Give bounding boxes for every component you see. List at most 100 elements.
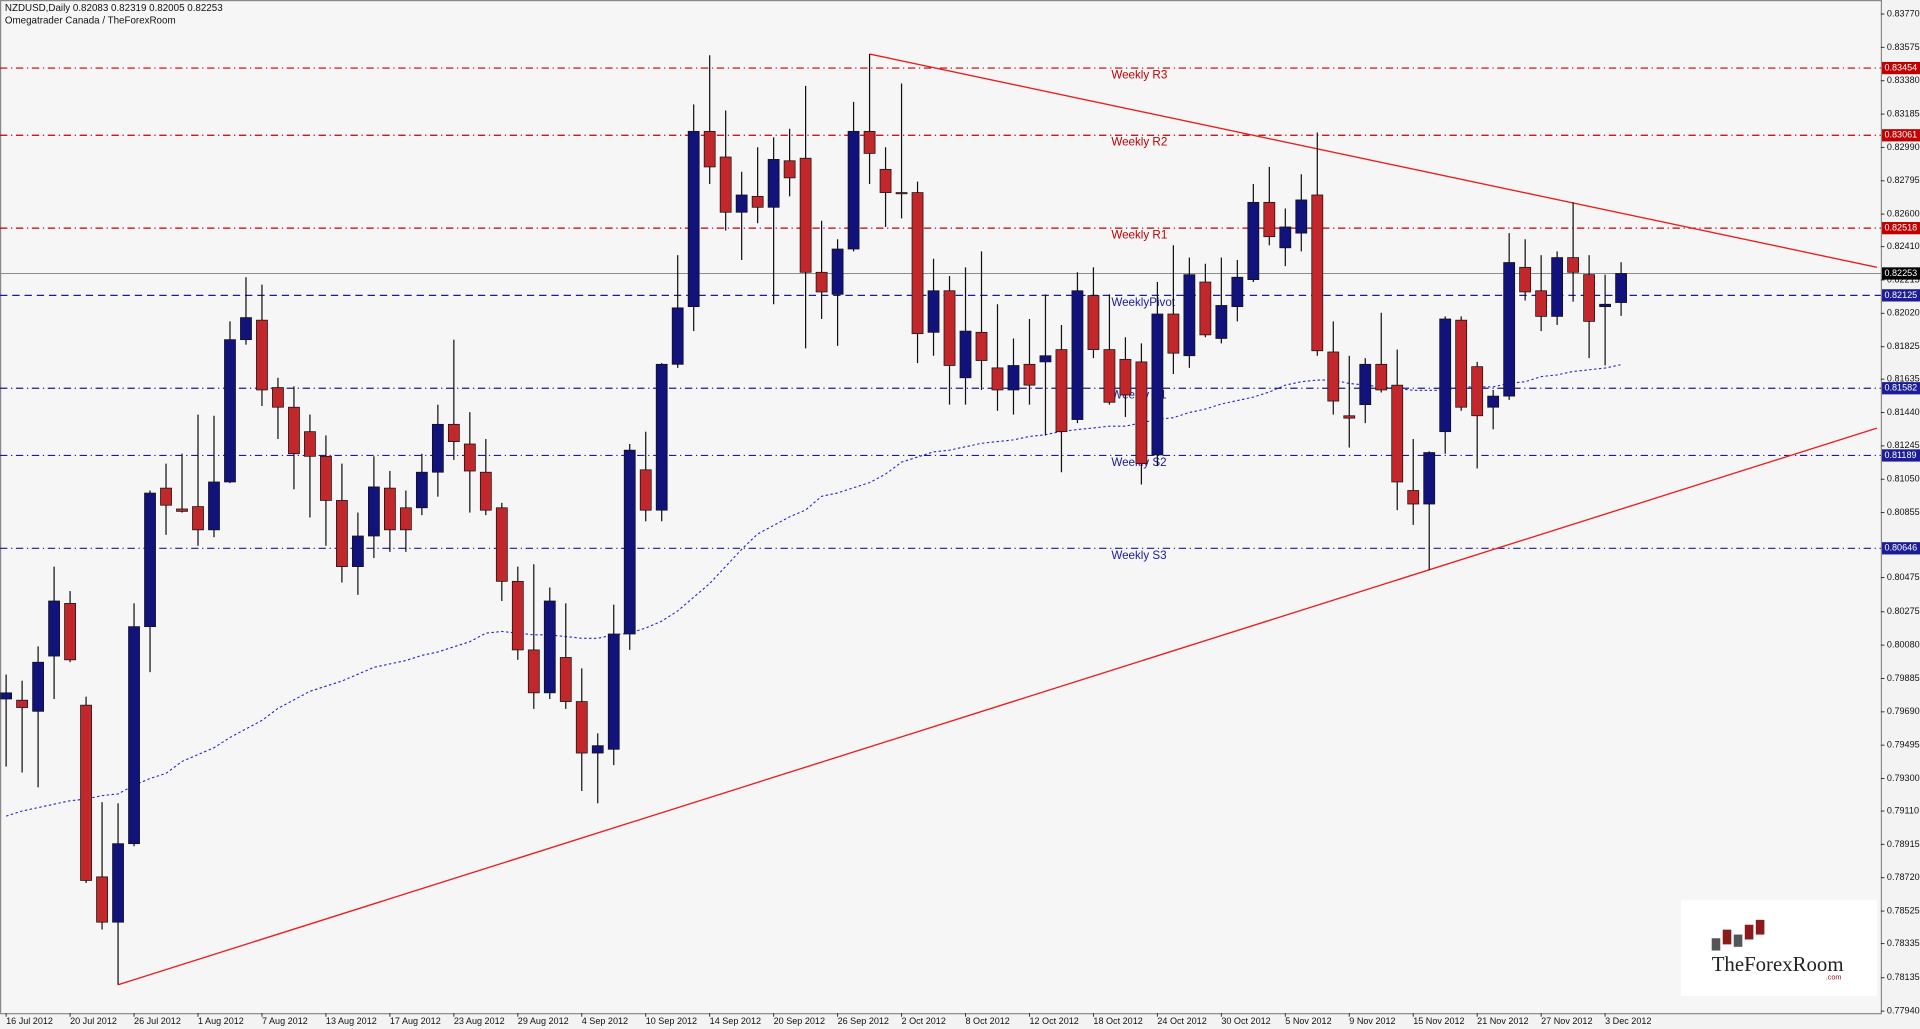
- x-tick-label: 10 Sep 2012: [646, 1016, 697, 1026]
- candle-body: [1215, 305, 1228, 339]
- candle-body: [144, 492, 156, 628]
- candle-body: [703, 130, 716, 168]
- candle-body: [783, 160, 796, 179]
- logo-box: [1681, 900, 1878, 996]
- x-tick-label: 3 Dec 2012: [1605, 1016, 1651, 1026]
- moving-average: [5, 364, 1622, 817]
- candle-body: [32, 661, 44, 712]
- candle-body: [815, 271, 828, 293]
- x-tick-label: 8 Oct 2012: [966, 1016, 1010, 1026]
- candle-body: [1455, 319, 1468, 408]
- level-value-box: [1882, 542, 1920, 555]
- x-tick-label: 21 Nov 2012: [1477, 1016, 1528, 1026]
- y-tick-label: 0.78335: [1887, 938, 1920, 948]
- x-tick-label: 24 Oct 2012: [1157, 1016, 1206, 1026]
- candle-body: [128, 626, 140, 845]
- candle-body: [1327, 351, 1340, 402]
- candle-body: [1487, 395, 1500, 408]
- candle-body: [751, 195, 764, 208]
- x-tick-label: 4 Sep 2012: [582, 1016, 628, 1026]
- candle-body: [399, 507, 412, 531]
- logo-suffix: .com: [1826, 972, 1842, 981]
- candle-body: [847, 130, 860, 250]
- x-tick-label: 29 Aug 2012: [518, 1016, 569, 1026]
- y-tick-label: 0.82600: [1887, 209, 1920, 219]
- trendline: [117, 427, 1878, 986]
- candle-body: [224, 339, 236, 483]
- x-tick-label: 12 Oct 2012: [1029, 1016, 1078, 1026]
- x-tick-label: 20 Sep 2012: [774, 1016, 825, 1026]
- candle-body: [384, 487, 396, 531]
- y-tick-label: 0.79110: [1887, 805, 1919, 815]
- level-label: Weekly R3: [1111, 69, 1167, 82]
- x-tick-label: 2 Oct 2012: [902, 1016, 946, 1026]
- x-tick-label: 15 Nov 2012: [1413, 1016, 1464, 1026]
- candle-body: [1247, 201, 1260, 280]
- candle-body: [1343, 415, 1356, 419]
- candle-body: [543, 600, 556, 694]
- candle-body: [320, 455, 332, 501]
- candle-body: [959, 330, 972, 379]
- candle-body: [96, 876, 108, 923]
- level-value: 0.83061: [1884, 130, 1917, 140]
- candle-body: [975, 331, 988, 361]
- level-value-box: [1882, 289, 1920, 302]
- candle-body: [16, 699, 28, 708]
- level-value-box: [1882, 382, 1920, 395]
- y-tick-label: 0.80475: [1887, 572, 1920, 582]
- level-value: 0.82518: [1884, 223, 1917, 233]
- candle-body: [863, 130, 876, 154]
- candle-body: [1583, 274, 1595, 322]
- candle-body: [256, 319, 268, 391]
- candle-body: [304, 431, 316, 457]
- candle-body: [1119, 358, 1132, 396]
- y-tick-label: 0.82020: [1887, 308, 1920, 318]
- y-tick-label: 0.81050: [1887, 474, 1920, 484]
- candle-body: [272, 387, 284, 408]
- candle-body: [1295, 199, 1308, 234]
- candle-body: [1567, 257, 1580, 273]
- y-tick-label: 0.82410: [1887, 241, 1920, 251]
- y-tick-label: 0.79495: [1887, 740, 1920, 750]
- candle-body: [735, 194, 748, 213]
- candle-body: [160, 487, 172, 506]
- candle-body: [1023, 363, 1036, 386]
- candle-body: [48, 600, 60, 657]
- candle-body: [767, 159, 780, 208]
- level-label: Weekly S3: [1111, 549, 1166, 562]
- candle-body: [1103, 349, 1116, 403]
- candle-body: [1199, 281, 1212, 336]
- y-tick-label: 0.78720: [1887, 872, 1920, 882]
- y-tick-label: 0.78135: [1887, 972, 1920, 982]
- chart-header: NZDUSD,Daily 0.82083 0.82319 0.82005 0.8…: [5, 3, 223, 14]
- candle-body: [1375, 363, 1388, 391]
- candle-body: [991, 367, 1004, 391]
- candle-body: [1471, 366, 1484, 417]
- x-tick-label: 9 Nov 2012: [1349, 1016, 1395, 1026]
- trendline: [869, 53, 1878, 268]
- candle-body: [1055, 349, 1068, 433]
- candle-body: [1071, 290, 1084, 420]
- x-tick-label: 18 Oct 2012: [1093, 1016, 1142, 1026]
- candle-body: [1183, 274, 1196, 357]
- candle-body: [463, 443, 476, 472]
- price-box: [1882, 267, 1920, 280]
- x-tick-label: 27 Nov 2012: [1541, 1016, 1592, 1026]
- candle-body: [927, 290, 940, 333]
- x-tick-label: 13 Aug 2012: [326, 1016, 377, 1026]
- logo-text: TheForexRoom: [1712, 952, 1844, 976]
- candle-body: [192, 506, 204, 531]
- candle-body: [1151, 313, 1164, 456]
- candle-body: [431, 423, 444, 473]
- candle-body: [288, 406, 300, 455]
- candle-body: [1263, 201, 1276, 238]
- logo-icon: [1733, 934, 1743, 947]
- y-tick-label: 0.83575: [1887, 42, 1920, 52]
- candle-body: [495, 507, 508, 582]
- candle-body: [368, 486, 380, 537]
- logo-icon: [1722, 929, 1732, 945]
- x-tick-label: 20 Jul 2012: [70, 1016, 117, 1026]
- logo: TheForexRoom .com: [1681, 900, 1878, 996]
- x-tick-label: 26 Sep 2012: [838, 1016, 889, 1026]
- level-value: 0.81582: [1884, 383, 1917, 393]
